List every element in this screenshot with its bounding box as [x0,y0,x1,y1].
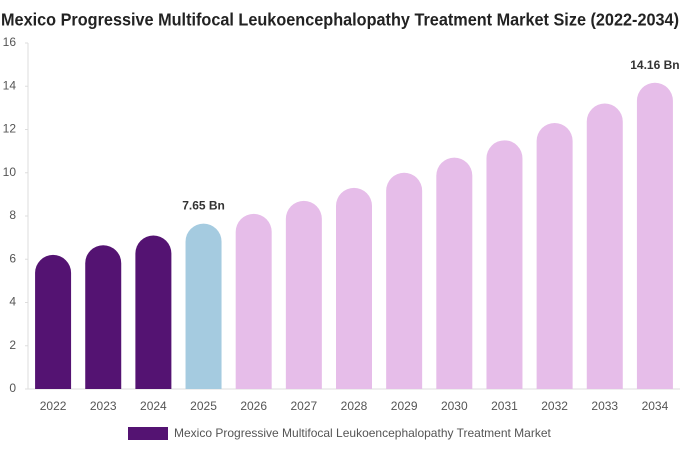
x-tick-label: 2033 [591,399,618,413]
y-tick-label: 6 [9,251,16,265]
x-tick-label: 2027 [290,399,317,413]
bar [536,123,573,389]
bar [636,82,673,389]
x-tick-label: 2034 [642,399,669,413]
y-tick-label: 14 [3,78,17,92]
y-tick-label: 10 [3,165,17,179]
x-tick-label: 2023 [90,399,117,413]
x-tick-label: 2024 [140,399,167,413]
bar [185,223,222,389]
bar [586,103,623,390]
y-tick-label: 4 [9,295,16,309]
y-tick-label: 16 [3,35,17,49]
x-tick-label: 2025 [190,399,217,413]
x-tick-label: 2029 [391,399,418,413]
data-label: 7.65 Bn [182,199,225,213]
x-tick-label: 2026 [240,399,267,413]
chart-title: Mexico Progressive Multifocal Leukoencep… [1,10,679,30]
y-tick-label: 12 [3,122,17,136]
y-tick-label: 0 [9,381,16,395]
bar [436,157,473,389]
x-tick-label: 2022 [40,399,67,413]
y-tick-label: 2 [9,338,16,352]
bar [336,187,372,389]
legend-swatch [128,427,168,440]
bar [386,172,423,389]
x-tick-label: 2032 [541,399,568,413]
bar [35,254,72,389]
bar [285,200,322,389]
data-label: 14.16 Bn [630,58,679,72]
y-tick-label: 8 [9,208,16,222]
x-tick-label: 2028 [341,399,368,413]
bar [486,140,523,389]
bar [235,213,272,389]
legend-label: Mexico Progressive Multifocal Leukoencep… [174,426,552,440]
x-tick-label: 2031 [491,399,518,413]
bar [135,235,172,389]
x-tick-label: 2030 [441,399,468,413]
bar [85,245,122,389]
